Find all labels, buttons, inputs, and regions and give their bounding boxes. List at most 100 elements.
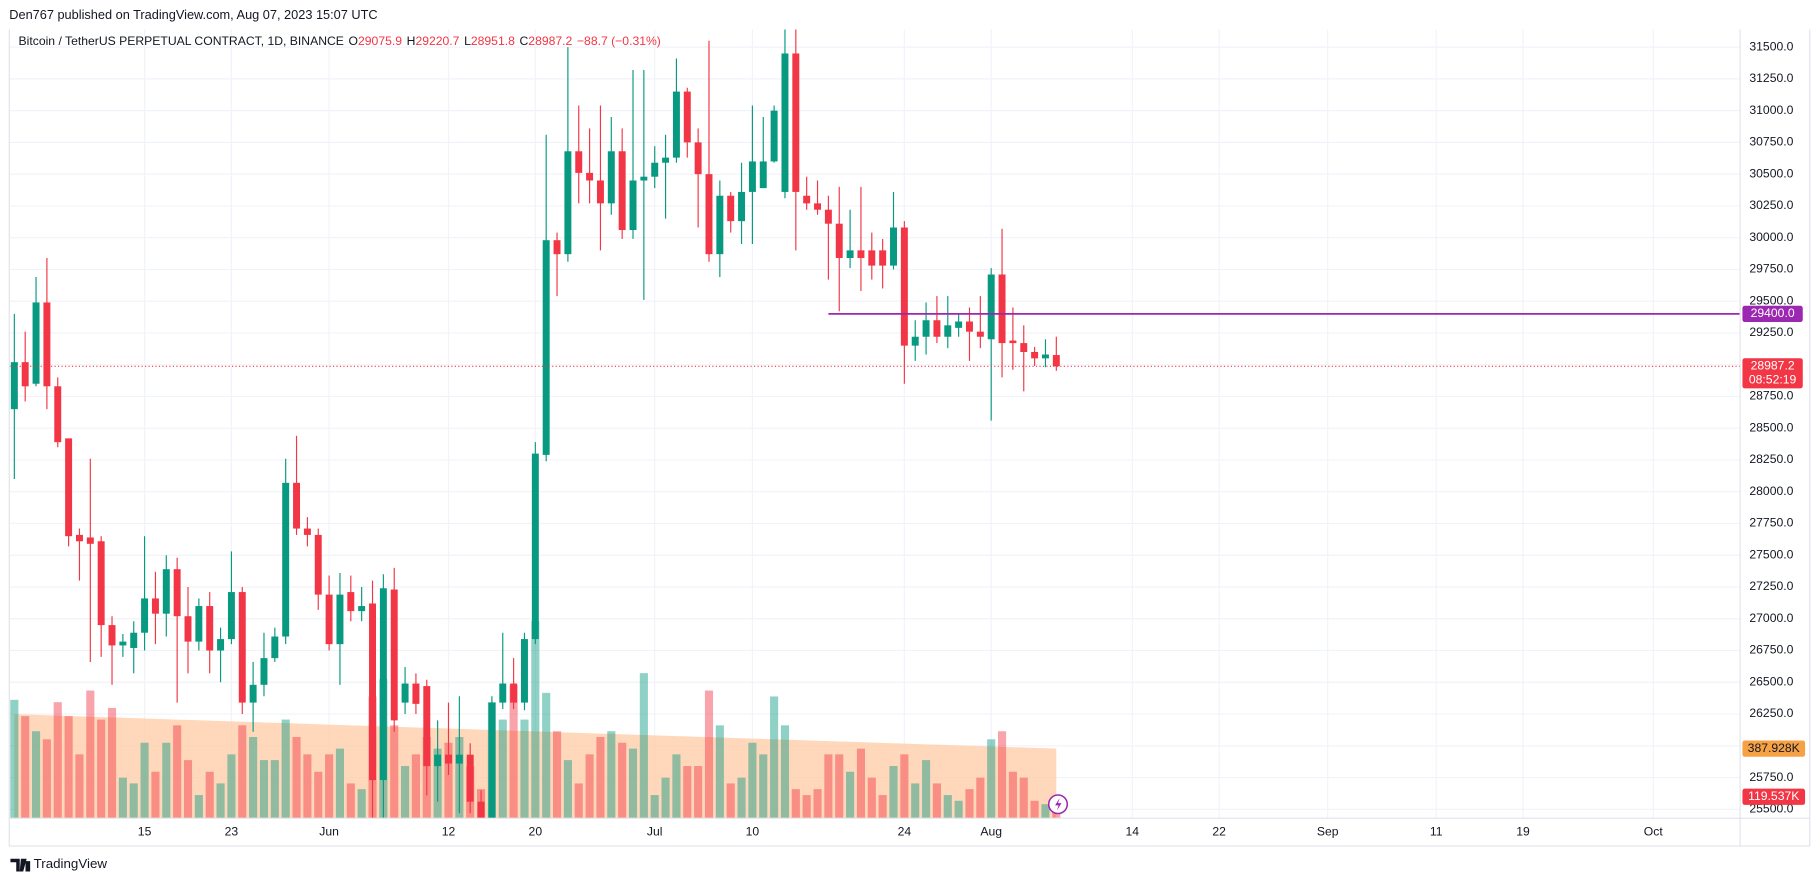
x-tick-label: Oct	[1644, 824, 1664, 838]
volume-bar	[780, 725, 790, 819]
volume-bar	[292, 736, 301, 819]
y-tick-label: 30250.0	[1749, 198, 1793, 212]
legend-change: −88.7 (−0.31%)	[577, 34, 661, 48]
candle-body	[238, 592, 246, 703]
volume-bar	[770, 696, 779, 819]
volume-bar	[173, 725, 182, 819]
candle-body	[662, 157, 670, 163]
level-label: 29400.0	[1751, 306, 1795, 320]
candle-body	[846, 250, 854, 258]
legend-key: L	[464, 34, 471, 48]
volume-bar	[976, 777, 985, 819]
legend-key: C	[520, 34, 529, 48]
y-tick-label: 28750.0	[1749, 389, 1793, 403]
candle-body	[640, 176, 648, 181]
volume-bar	[889, 766, 898, 819]
candle-body	[455, 754, 463, 764]
volume-bar	[270, 760, 279, 819]
x-tick-label: 12	[442, 824, 456, 838]
volume-bar	[227, 754, 236, 819]
volume-bar	[498, 719, 507, 819]
y-tick-label: 29750.0	[1749, 262, 1793, 276]
candle-body	[922, 320, 930, 337]
candle-body	[249, 684, 257, 703]
candle-body	[369, 603, 376, 781]
volume-bar	[259, 760, 269, 819]
volume-ma-label-box	[1742, 740, 1806, 757]
volume-bar	[607, 731, 616, 819]
y-tick-label: 25500.0	[1749, 802, 1793, 816]
y-tick-label: 27000.0	[1749, 611, 1793, 625]
volume-bar	[531, 620, 540, 819]
y-tick-label: 29250.0	[1749, 325, 1793, 339]
logo-mark	[10, 858, 31, 872]
y-tick-label: 31500.0	[1749, 39, 1793, 53]
candle-body	[206, 606, 214, 651]
volume-bar	[661, 777, 670, 819]
volume-bar	[520, 719, 529, 819]
candle-body	[824, 209, 832, 224]
volume-bar	[574, 783, 583, 819]
level-label-box	[1742, 305, 1803, 322]
candle-body	[955, 321, 963, 328]
volume-bar	[1041, 804, 1050, 819]
candle-body	[390, 589, 398, 721]
volume-bar	[1008, 771, 1017, 819]
candle-body	[325, 594, 333, 645]
candle-layer	[9, 29, 1741, 819]
candle-body	[97, 541, 105, 626]
x-tick-label: 23	[225, 824, 239, 838]
candle-body	[217, 639, 225, 651]
publisher-line: Den767 published on TradingView.com, Aug…	[9, 7, 377, 22]
volume-bar	[194, 795, 203, 819]
volume-bar	[813, 789, 822, 819]
candle-body	[900, 227, 908, 346]
y-tick-label: 31250.0	[1749, 71, 1793, 85]
volume-bar	[542, 692, 551, 819]
candle-body	[423, 686, 431, 767]
volume-bar	[900, 754, 909, 819]
volume-bar	[444, 742, 453, 819]
candle-body	[759, 161, 767, 189]
volume-bar	[737, 777, 746, 819]
volume-bar	[1030, 800, 1039, 819]
volume-bar	[31, 731, 41, 819]
price-label: 28987.2	[1751, 359, 1795, 373]
candle-body	[477, 801, 485, 819]
candle-body	[75, 534, 83, 542]
candle-body	[564, 151, 572, 255]
volume-bar	[846, 771, 855, 819]
replay-icon[interactable]	[1047, 794, 1069, 815]
candle-body	[727, 195, 735, 222]
volume-bar	[21, 716, 30, 819]
y-tick-label: 31000.0	[1749, 103, 1793, 117]
candle-body	[21, 362, 29, 387]
candle-body	[358, 606, 366, 612]
volume-bar	[129, 783, 138, 819]
volume-bar	[86, 690, 95, 819]
volume-label-box	[1742, 788, 1806, 805]
volume-bar	[997, 731, 1007, 819]
candle-body	[1020, 343, 1028, 352]
candle-body	[412, 683, 420, 704]
candle-body	[271, 636, 279, 659]
candle-body	[32, 302, 40, 384]
candle-body	[835, 223, 843, 258]
y-tick-label: 28000.0	[1749, 484, 1793, 498]
candle-body	[1041, 354, 1049, 359]
candle-body	[1009, 340, 1017, 344]
y-tick-label: 28250.0	[1749, 452, 1793, 466]
candle-body	[488, 702, 496, 819]
volume-bar	[932, 783, 941, 819]
volume-bar	[867, 777, 876, 819]
x-tick-label: Jul	[647, 824, 663, 838]
brand: TradingView	[34, 856, 108, 871]
candle-body	[314, 534, 322, 595]
candle-body	[868, 250, 876, 266]
candle-body	[466, 754, 474, 802]
candle-body	[944, 325, 952, 337]
y-tick-label: 29500.0	[1749, 293, 1793, 307]
volume-bar	[856, 748, 866, 819]
